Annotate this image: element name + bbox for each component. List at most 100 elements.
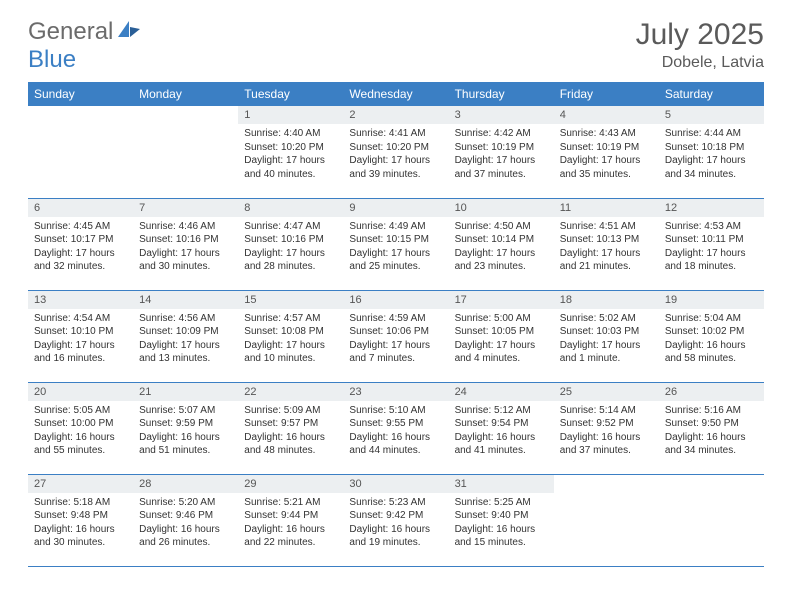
sunset-line: Sunset: 10:03 PM bbox=[560, 325, 653, 339]
daylight-line: Daylight: 17 hours and 4 minutes. bbox=[455, 339, 548, 366]
sunrise-line: Sunrise: 4:59 AM bbox=[349, 312, 442, 326]
calendar-week-row: 13Sunrise: 4:54 AMSunset: 10:10 PMDaylig… bbox=[28, 290, 764, 382]
daylight-line: Daylight: 16 hours and 26 minutes. bbox=[139, 523, 232, 550]
day-content: Sunrise: 5:20 AMSunset: 9:46 PMDaylight:… bbox=[133, 493, 238, 554]
sunset-line: Sunset: 10:02 PM bbox=[665, 325, 758, 339]
day-content: Sunrise: 4:49 AMSunset: 10:15 PMDaylight… bbox=[343, 217, 448, 278]
daylight-line: Daylight: 16 hours and 44 minutes. bbox=[349, 431, 442, 458]
day-content: Sunrise: 5:04 AMSunset: 10:02 PMDaylight… bbox=[659, 309, 764, 370]
calendar-day-cell: 20Sunrise: 5:05 AMSunset: 10:00 PMDaylig… bbox=[28, 382, 133, 474]
daylight-line: Daylight: 17 hours and 21 minutes. bbox=[560, 247, 653, 274]
header: General Blue July 2025 Dobele, Latvia bbox=[28, 18, 764, 74]
day-content: Sunrise: 4:53 AMSunset: 10:11 PMDaylight… bbox=[659, 217, 764, 278]
sunrise-line: Sunrise: 5:10 AM bbox=[349, 404, 442, 418]
daylight-line: Daylight: 16 hours and 58 minutes. bbox=[665, 339, 758, 366]
day-number: 26 bbox=[659, 383, 764, 401]
calendar-day-cell: 4Sunrise: 4:43 AMSunset: 10:19 PMDayligh… bbox=[554, 106, 659, 198]
sunset-line: Sunset: 9:50 PM bbox=[665, 417, 758, 431]
logo: General Blue bbox=[28, 18, 140, 74]
day-number: 8 bbox=[238, 199, 343, 217]
sunrise-line: Sunrise: 5:21 AM bbox=[244, 496, 337, 510]
day-content: Sunrise: 4:47 AMSunset: 10:16 PMDaylight… bbox=[238, 217, 343, 278]
day-number: 4 bbox=[554, 106, 659, 124]
daylight-line: Daylight: 17 hours and 23 minutes. bbox=[455, 247, 548, 274]
calendar-table: SundayMondayTuesdayWednesdayThursdayFrid… bbox=[28, 82, 764, 567]
sunrise-line: Sunrise: 5:09 AM bbox=[244, 404, 337, 418]
daylight-line: Daylight: 17 hours and 18 minutes. bbox=[665, 247, 758, 274]
calendar-day-cell: 11Sunrise: 4:51 AMSunset: 10:13 PMDaylig… bbox=[554, 198, 659, 290]
sunset-line: Sunset: 10:20 PM bbox=[349, 141, 442, 155]
calendar-day-cell: 13Sunrise: 4:54 AMSunset: 10:10 PMDaylig… bbox=[28, 290, 133, 382]
sunrise-line: Sunrise: 5:00 AM bbox=[455, 312, 548, 326]
sunrise-line: Sunrise: 4:53 AM bbox=[665, 220, 758, 234]
sunset-line: Sunset: 9:46 PM bbox=[139, 509, 232, 523]
sunrise-line: Sunrise: 4:51 AM bbox=[560, 220, 653, 234]
day-number: 19 bbox=[659, 291, 764, 309]
calendar-week-row: 6Sunrise: 4:45 AMSunset: 10:17 PMDayligh… bbox=[28, 198, 764, 290]
calendar-day-cell: 31Sunrise: 5:25 AMSunset: 9:40 PMDayligh… bbox=[449, 474, 554, 566]
calendar-week-row: 1Sunrise: 4:40 AMSunset: 10:20 PMDayligh… bbox=[28, 106, 764, 198]
day-number: 13 bbox=[28, 291, 133, 309]
sunrise-line: Sunrise: 4:50 AM bbox=[455, 220, 548, 234]
calendar-day-cell: 23Sunrise: 5:10 AMSunset: 9:55 PMDayligh… bbox=[343, 382, 448, 474]
calendar-day-cell: 25Sunrise: 5:14 AMSunset: 9:52 PMDayligh… bbox=[554, 382, 659, 474]
weekday-header: Friday bbox=[554, 82, 659, 106]
day-content: Sunrise: 5:02 AMSunset: 10:03 PMDaylight… bbox=[554, 309, 659, 370]
calendar-empty-cell bbox=[659, 474, 764, 566]
day-content: Sunrise: 4:50 AMSunset: 10:14 PMDaylight… bbox=[449, 217, 554, 278]
sunrise-line: Sunrise: 4:42 AM bbox=[455, 127, 548, 141]
sunrise-line: Sunrise: 5:20 AM bbox=[139, 496, 232, 510]
day-number: 28 bbox=[133, 475, 238, 493]
day-content: Sunrise: 5:21 AMSunset: 9:44 PMDaylight:… bbox=[238, 493, 343, 554]
calendar-page: General Blue July 2025 Dobele, Latvia Su… bbox=[0, 0, 792, 585]
calendar-day-cell: 7Sunrise: 4:46 AMSunset: 10:16 PMDayligh… bbox=[133, 198, 238, 290]
calendar-day-cell: 21Sunrise: 5:07 AMSunset: 9:59 PMDayligh… bbox=[133, 382, 238, 474]
day-number: 17 bbox=[449, 291, 554, 309]
sunset-line: Sunset: 9:54 PM bbox=[455, 417, 548, 431]
day-number: 25 bbox=[554, 383, 659, 401]
day-number: 7 bbox=[133, 199, 238, 217]
sunset-line: Sunset: 10:09 PM bbox=[139, 325, 232, 339]
calendar-day-cell: 2Sunrise: 4:41 AMSunset: 10:20 PMDayligh… bbox=[343, 106, 448, 198]
day-content: Sunrise: 5:18 AMSunset: 9:48 PMDaylight:… bbox=[28, 493, 133, 554]
day-content: Sunrise: 4:43 AMSunset: 10:19 PMDaylight… bbox=[554, 124, 659, 185]
logo-sail-icon bbox=[118, 21, 140, 39]
daylight-line: Daylight: 17 hours and 37 minutes. bbox=[455, 154, 548, 181]
calendar-day-cell: 29Sunrise: 5:21 AMSunset: 9:44 PMDayligh… bbox=[238, 474, 343, 566]
calendar-day-cell: 8Sunrise: 4:47 AMSunset: 10:16 PMDayligh… bbox=[238, 198, 343, 290]
daylight-line: Daylight: 17 hours and 1 minute. bbox=[560, 339, 653, 366]
sunset-line: Sunset: 10:16 PM bbox=[139, 233, 232, 247]
daylight-line: Daylight: 16 hours and 41 minutes. bbox=[455, 431, 548, 458]
sunrise-line: Sunrise: 5:02 AM bbox=[560, 312, 653, 326]
sunset-line: Sunset: 10:19 PM bbox=[455, 141, 548, 155]
sunrise-line: Sunrise: 4:45 AM bbox=[34, 220, 127, 234]
sunset-line: Sunset: 9:52 PM bbox=[560, 417, 653, 431]
day-content: Sunrise: 5:05 AMSunset: 10:00 PMDaylight… bbox=[28, 401, 133, 462]
sunrise-line: Sunrise: 5:12 AM bbox=[455, 404, 548, 418]
calendar-day-cell: 16Sunrise: 4:59 AMSunset: 10:06 PMDaylig… bbox=[343, 290, 448, 382]
day-number: 29 bbox=[238, 475, 343, 493]
day-content: Sunrise: 4:51 AMSunset: 10:13 PMDaylight… bbox=[554, 217, 659, 278]
calendar-day-cell: 12Sunrise: 4:53 AMSunset: 10:11 PMDaylig… bbox=[659, 198, 764, 290]
calendar-day-cell: 10Sunrise: 4:50 AMSunset: 10:14 PMDaylig… bbox=[449, 198, 554, 290]
day-content: Sunrise: 4:56 AMSunset: 10:09 PMDaylight… bbox=[133, 309, 238, 370]
calendar-day-cell: 14Sunrise: 4:56 AMSunset: 10:09 PMDaylig… bbox=[133, 290, 238, 382]
sunrise-line: Sunrise: 4:43 AM bbox=[560, 127, 653, 141]
day-content: Sunrise: 5:14 AMSunset: 9:52 PMDaylight:… bbox=[554, 401, 659, 462]
daylight-line: Daylight: 17 hours and 34 minutes. bbox=[665, 154, 758, 181]
month-title: July 2025 bbox=[636, 18, 764, 52]
sunrise-line: Sunrise: 4:44 AM bbox=[665, 127, 758, 141]
sunset-line: Sunset: 10:11 PM bbox=[665, 233, 758, 247]
calendar-day-cell: 3Sunrise: 4:42 AMSunset: 10:19 PMDayligh… bbox=[449, 106, 554, 198]
calendar-empty-cell bbox=[554, 474, 659, 566]
sunrise-line: Sunrise: 5:16 AM bbox=[665, 404, 758, 418]
day-number: 12 bbox=[659, 199, 764, 217]
calendar-day-cell: 28Sunrise: 5:20 AMSunset: 9:46 PMDayligh… bbox=[133, 474, 238, 566]
daylight-line: Daylight: 17 hours and 32 minutes. bbox=[34, 247, 127, 274]
sunrise-line: Sunrise: 5:25 AM bbox=[455, 496, 548, 510]
calendar-day-cell: 5Sunrise: 4:44 AMSunset: 10:18 PMDayligh… bbox=[659, 106, 764, 198]
day-content: Sunrise: 5:25 AMSunset: 9:40 PMDaylight:… bbox=[449, 493, 554, 554]
day-number: 21 bbox=[133, 383, 238, 401]
sunset-line: Sunset: 10:06 PM bbox=[349, 325, 442, 339]
day-content: Sunrise: 5:23 AMSunset: 9:42 PMDaylight:… bbox=[343, 493, 448, 554]
